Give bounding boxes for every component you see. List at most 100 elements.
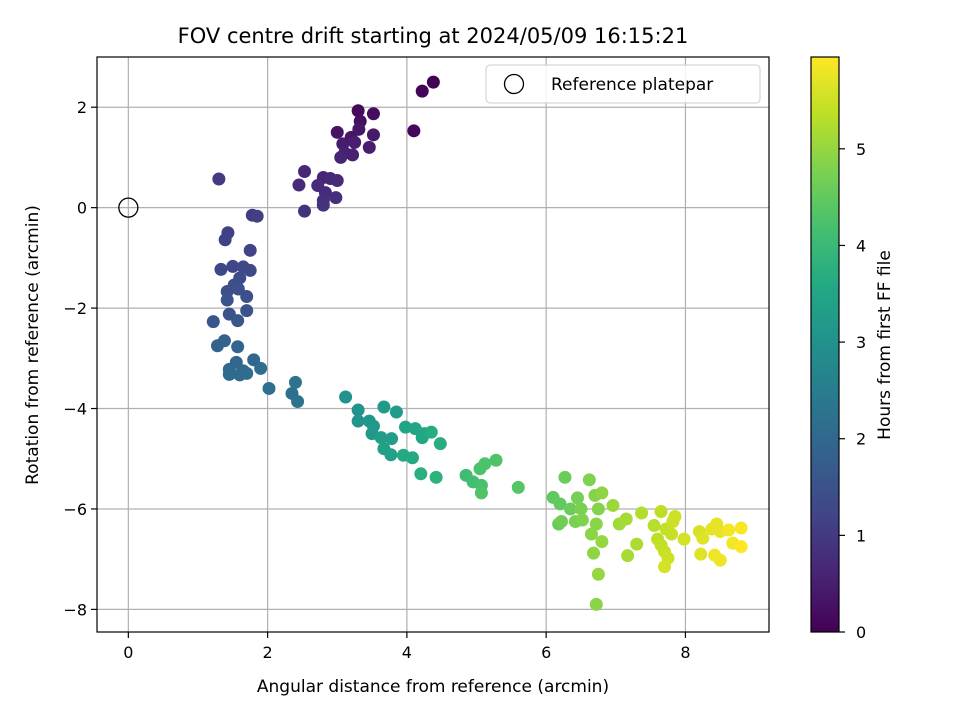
data-point [591,502,605,516]
data-point [415,84,429,98]
y-axis-label: Rotation from reference (arcmin) [23,205,43,485]
chart-title: FOV centre drift starting at 2024/05/09 … [178,24,689,48]
data-point [218,233,232,247]
data-point [429,470,443,484]
data-point [606,498,620,512]
legend-label-reference: Reference platepar [551,75,713,95]
colorbar-tick-label: 2 [856,430,866,449]
y-tick-label: 2 [77,98,87,117]
data-point [240,290,254,304]
data-point [330,125,344,139]
data-point [243,243,257,257]
colorbar-tick-label: 3 [856,333,866,352]
data-point [398,420,412,434]
data-point [407,124,421,138]
data-point [582,473,596,487]
data-point [433,437,447,451]
data-point [722,523,736,537]
legend-marker-reference [503,73,525,95]
colorbar-gradient [810,56,840,633]
y-tick-label: −4 [63,400,87,419]
data-point [298,204,312,218]
data-point [254,361,268,375]
data-point [226,259,240,273]
colorbar: 0 1 2 3 4 5 Hours from first FF file [810,56,895,642]
data-point [426,75,440,89]
data-point [619,512,633,526]
data-point [595,535,609,549]
data-point [212,172,226,186]
data-point [250,209,264,223]
colorbar-label: Hours from first FF file [875,250,895,440]
data-point [713,553,727,567]
colorbar-tick-label: 0 [856,623,866,642]
data-point [374,431,388,445]
data-point [351,104,365,118]
data-point [240,366,254,380]
data-point [589,517,603,531]
data-point [558,470,572,484]
axis-ticks: 0 2 4 6 8 −8 −6 −4 −2 0 2 [63,98,690,662]
data-point [214,262,228,276]
data-point [575,513,589,527]
data-point [316,198,330,212]
data-point [352,122,366,136]
y-tick-label: −2 [63,299,87,318]
data-point [696,531,710,545]
data-point [595,486,609,500]
data-point [384,448,398,462]
data-point [589,597,603,611]
data-point [630,537,644,551]
reference-layer [118,197,139,218]
data-point [288,375,302,389]
data-point [414,467,428,481]
data-point [734,521,748,535]
data-point [377,400,391,414]
data-point [554,515,568,529]
x-tick-label: 4 [402,643,412,662]
data-point [658,560,672,574]
data-point [474,486,488,500]
y-tick-label: −6 [63,500,87,519]
x-tick-label: 2 [263,643,273,662]
data-point [665,527,679,541]
data-point [489,453,503,467]
legend: Reference platepar [485,64,761,104]
data-point [291,394,305,408]
x-tick-label: 8 [680,643,690,662]
data-point [366,107,380,121]
plot-frame [96,56,770,633]
data-point [231,314,245,328]
colorbar-tick-label: 4 [856,236,866,255]
data-point [210,339,224,353]
colorbar-tick-label: 1 [856,526,866,545]
data-point [231,282,245,296]
data-point [346,148,360,162]
data-point [574,502,588,516]
data-point [385,432,399,446]
data-point [647,519,661,533]
data-point [734,540,748,554]
data-point [677,532,691,546]
data-point [405,451,419,465]
y-tick-label: 0 [77,199,87,218]
data-point [424,425,438,439]
data-point [654,504,668,518]
data-point [298,164,312,178]
data-point [473,462,487,476]
data-point [666,515,680,529]
data-point [330,174,344,188]
data-point [351,414,365,428]
data-point [584,527,598,541]
data-point [564,502,578,516]
data-point [292,178,306,192]
x-tick-label: 6 [541,643,551,662]
data-point [348,135,362,149]
data-point [553,497,567,511]
x-axis-label: Angular distance from reference (arcmin) [257,677,609,697]
data-point [351,403,365,417]
x-tick-label: 0 [123,643,133,662]
data-point [243,263,257,277]
data-point [362,140,376,154]
